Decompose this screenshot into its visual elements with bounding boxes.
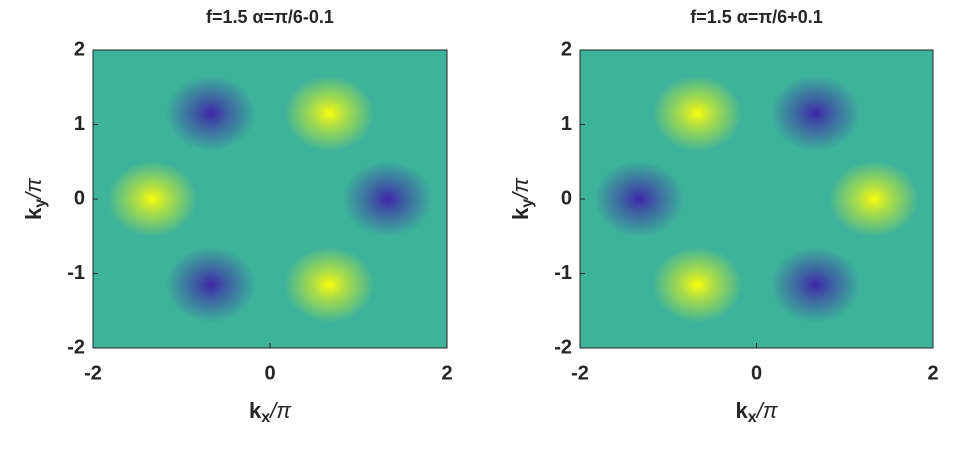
chart-title: f=1.5 α=π/6-0.1 <box>206 7 334 27</box>
heatmap-peak <box>342 161 433 237</box>
x-label-sub: x <box>748 409 757 426</box>
y-tick-label: 2 <box>74 38 85 60</box>
x-tick-label: 0 <box>751 362 762 384</box>
heatmap-peak <box>284 75 375 152</box>
y-tick-label: 1 <box>74 113 85 135</box>
y-tick-label: 0 <box>561 187 572 209</box>
x-label-sub: x <box>261 409 270 426</box>
x-label-rest: /π <box>268 398 292 423</box>
x-axis-label: kx/π <box>735 398 778 426</box>
y-tick-label: 1 <box>561 113 572 135</box>
x-label-rest: /π <box>755 398 779 423</box>
y-tick-label: -1 <box>67 262 85 284</box>
y-tick-label: -1 <box>554 262 572 284</box>
heatmap-peak <box>828 161 919 237</box>
heatmap-peak <box>165 246 256 323</box>
heatmap-peak <box>652 75 743 152</box>
plot-area <box>580 50 933 348</box>
y-label-rest: /π <box>508 177 533 201</box>
y-tick-label: -2 <box>67 336 85 358</box>
heatmap-peak <box>594 161 685 237</box>
y-tick-label: -2 <box>554 336 572 358</box>
x-tick-label: 0 <box>264 362 275 384</box>
heatmap-peak <box>652 246 743 323</box>
x-tick-label: -2 <box>84 362 102 384</box>
chart-title: f=1.5 α=π/6+0.1 <box>690 7 822 27</box>
y-label-base: k <box>508 207 533 220</box>
heatmap-peak <box>107 161 198 237</box>
y-label-sub: y <box>32 199 49 208</box>
x-tick-label: 2 <box>927 362 938 384</box>
y-label-base: k <box>21 207 46 220</box>
heatmap-peak <box>770 246 861 323</box>
x-label-base: k <box>249 398 262 423</box>
x-tick-label: 2 <box>441 362 452 384</box>
y-label-sub: y <box>519 199 536 208</box>
heatmap-peak <box>165 75 256 152</box>
heatmap-peak <box>284 246 375 323</box>
y-axis-label: ky/π <box>508 177 536 220</box>
plot-area <box>93 50 447 348</box>
y-tick-label: 2 <box>561 38 572 60</box>
y-axis-label: ky/π <box>21 177 49 220</box>
y-label-rest: /π <box>21 177 46 201</box>
x-axis-label: kx/π <box>249 398 292 426</box>
x-tick-label: -2 <box>571 362 589 384</box>
heatmap-peak <box>770 75 861 152</box>
x-label-base: k <box>735 398 748 423</box>
y-tick-label: 0 <box>74 187 85 209</box>
